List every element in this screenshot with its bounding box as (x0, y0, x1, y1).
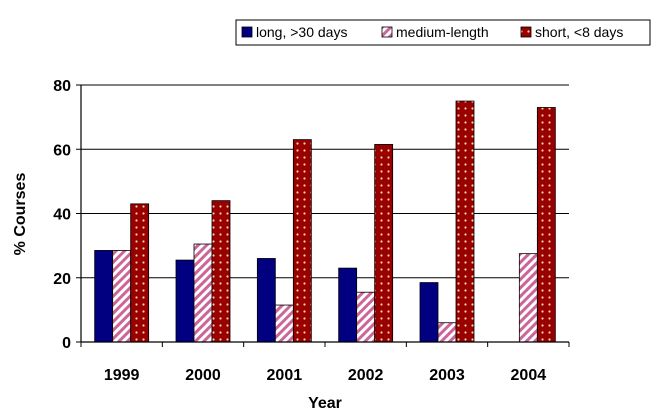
bar-diagonal-stripes-2004 (518, 253, 538, 343)
legend-swatch-short (520, 26, 532, 38)
x-tick-label: 2001 (267, 367, 303, 384)
bar-diagonal-stripes-1999 (112, 250, 132, 343)
y-tick-label: 60 (53, 142, 71, 159)
bar-diagonal-stripes-2002 (356, 291, 376, 343)
x-axis-ticks: 1999 2000 2001 2002 2003 2004 (80, 342, 570, 384)
x-tick-label: 2002 (348, 367, 384, 384)
x-tick-label: 1999 (104, 367, 140, 384)
bar-solid-2003 (419, 282, 439, 343)
bars (94, 100, 556, 343)
y-tick-label: 40 (53, 207, 71, 224)
x-tick-label: 2000 (185, 367, 221, 384)
y-axis-ticks: 0 20 40 60 80 (53, 78, 81, 352)
gridlines (81, 84, 569, 279)
legend-label-long: long, >30 days (256, 24, 347, 40)
bar-dotted-2003 (455, 100, 475, 343)
bar-dotted-2004 (536, 107, 556, 343)
y-tick-label: 20 (53, 271, 71, 288)
legend-swatch-medium (381, 26, 393, 38)
legend: long, >30 days medium-length short, <8 d… (235, 19, 651, 46)
bar-solid-1999 (94, 250, 114, 343)
bar-solid-2001 (256, 258, 276, 343)
legend-label-short: short, <8 days (535, 24, 623, 40)
legend-swatch-long (241, 26, 253, 38)
bar-dotted-2002 (374, 144, 394, 343)
bar-diagonal-stripes-2003 (437, 322, 457, 343)
y-tick-label: 80 (53, 78, 71, 95)
x-tick-label: 2003 (429, 367, 465, 384)
bar-solid-2002 (338, 267, 358, 343)
legend-box (235, 19, 651, 46)
bar-diagonal-stripes-2001 (274, 304, 294, 343)
bar-dotted-2001 (292, 139, 312, 343)
bar-dotted-1999 (130, 203, 150, 343)
legend-label-medium: medium-length (396, 24, 489, 40)
bar-dotted-2000 (211, 200, 231, 343)
bar-diagonal-stripes-2000 (193, 243, 213, 343)
y-axis-title: % Courses (12, 173, 29, 256)
bar-solid-2000 (175, 259, 195, 343)
y-tick-label: 0 (62, 335, 71, 352)
x-axis-title: Year (308, 395, 342, 412)
x-tick-label: 2004 (511, 367, 547, 384)
